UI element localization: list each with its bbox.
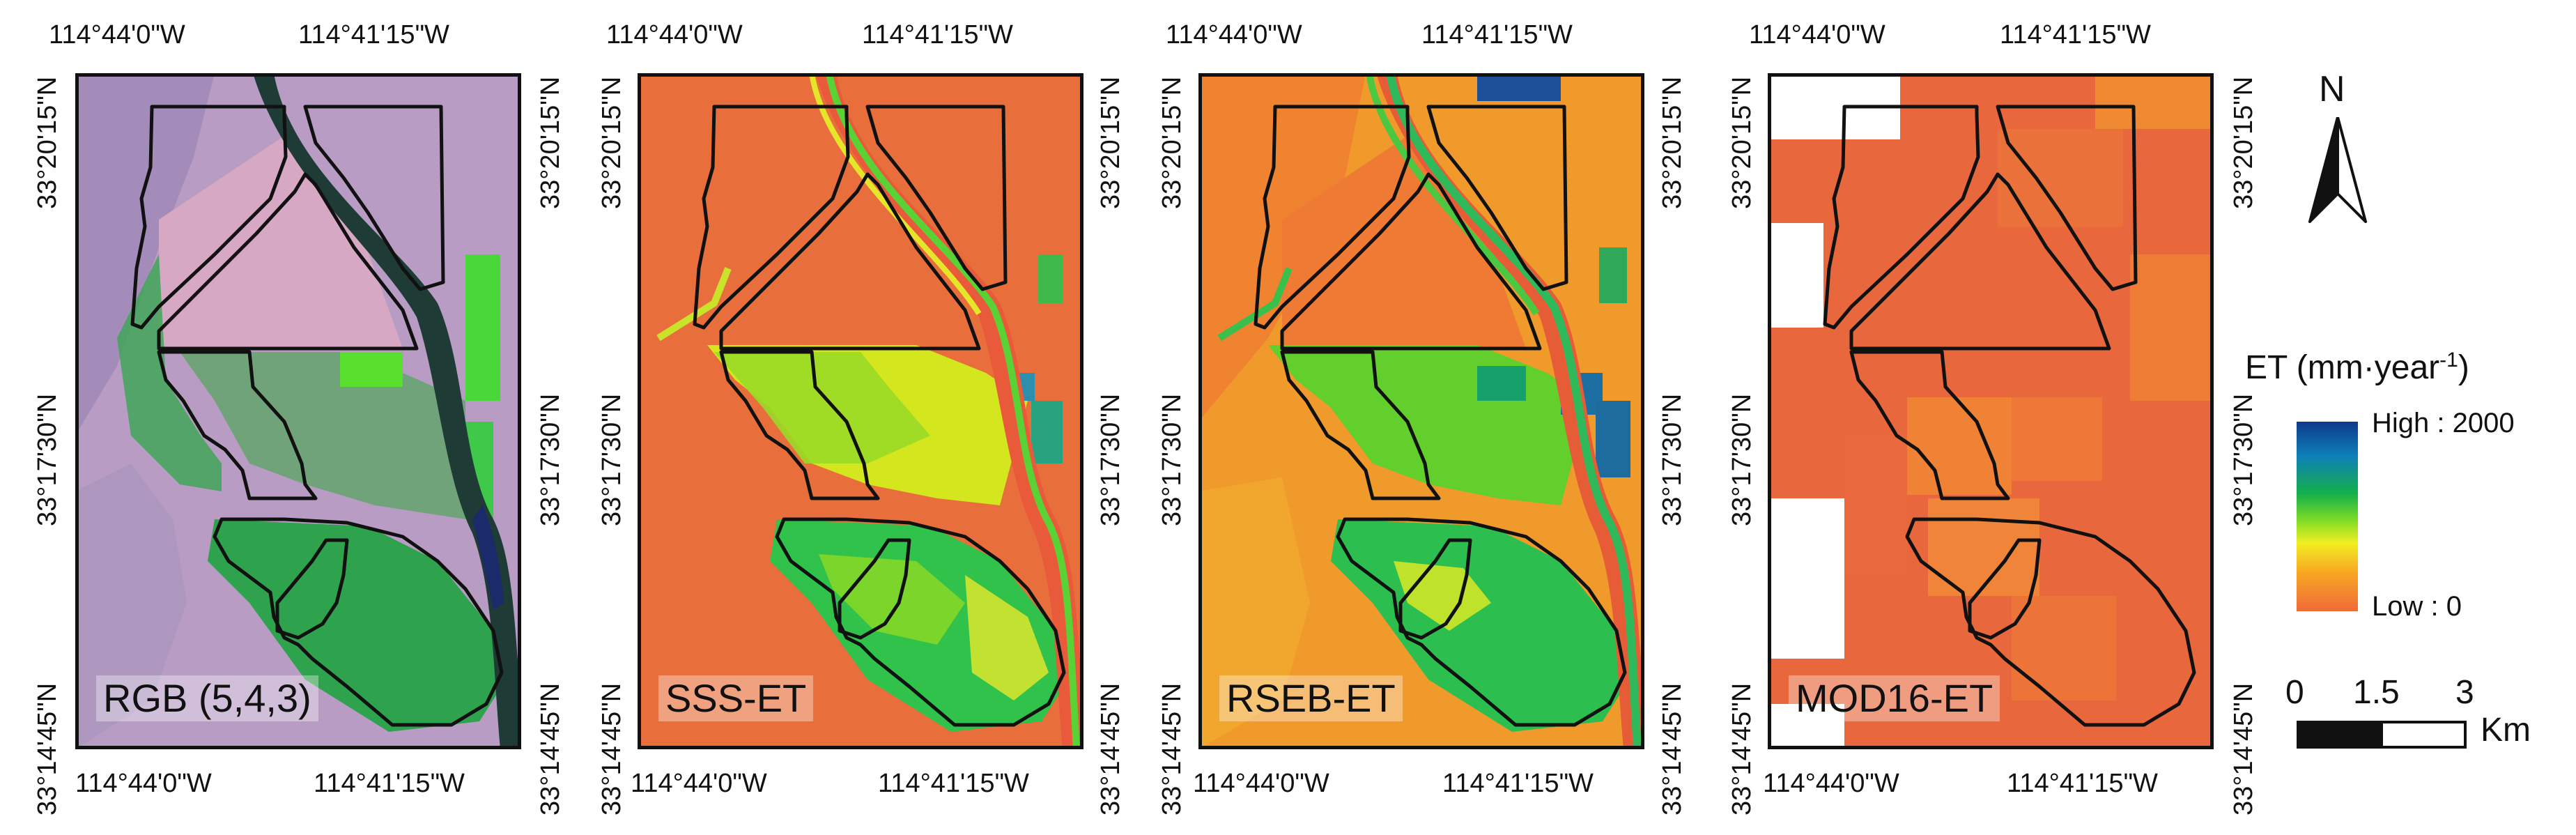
map-panel-mod16-et: MOD16-ET (1768, 73, 2214, 749)
lon-tick-top: 114°41'15"W (862, 20, 1013, 49)
lat-tick-left: 33°20'15"N (597, 76, 626, 209)
north-label: N (2319, 69, 2345, 109)
lat-tick-left: 33°14'45"N (597, 682, 626, 815)
lon-tick-bottom: 114°41'15"W (878, 769, 1029, 798)
lat-tick-left: 33°20'15"N (1157, 76, 1187, 209)
color-ramp (2297, 422, 2358, 611)
scale-label: 0 (2285, 674, 2304, 711)
panel-label: RGB (5,4,3) (96, 675, 318, 721)
map-frame (638, 73, 1083, 749)
lon-tick-bottom: 114°44'0"W (1763, 769, 1899, 798)
scale-bar-light (2380, 721, 2467, 749)
lon-tick-top: 114°41'15"W (2000, 20, 2151, 49)
legend-high-label: High : 2000 (2372, 408, 2515, 438)
lon-tick-top: 114°44'0"W (606, 20, 743, 49)
lat-tick-right: 33°20'15"N (536, 76, 565, 209)
map-frame (1768, 73, 2214, 749)
map-panel-sss-et: SSS-ET (638, 73, 1083, 749)
lat-tick-left: 33°17'30"N (33, 393, 62, 526)
scale-bar-dark (2297, 721, 2383, 749)
north-arrow-icon (2308, 117, 2367, 223)
lat-tick-right: 33°20'15"N (2229, 76, 2258, 209)
lat-tick-left: 33°17'30"N (597, 393, 626, 526)
scale-label: 3 (2455, 674, 2474, 711)
lat-tick-right: 33°17'30"N (536, 393, 565, 526)
panel-label: MOD16-ET (1789, 675, 2000, 721)
lat-tick-left: 33°14'45"N (1727, 682, 1757, 815)
lat-tick-right: 33°17'30"N (2229, 393, 2258, 526)
lat-tick-left: 33°14'45"N (33, 682, 62, 815)
rgb-map-image (75, 73, 521, 749)
lon-tick-bottom: 114°41'15"W (1442, 769, 1594, 798)
lat-tick-left: 33°14'45"N (1157, 682, 1187, 815)
panel-label: SSS-ET (658, 675, 814, 721)
lat-tick-left: 33°17'30"N (1727, 393, 1757, 526)
lat-tick-left: 33°20'15"N (33, 76, 62, 209)
map-frame (1198, 73, 1644, 749)
lon-tick-bottom: 114°41'15"W (314, 769, 465, 798)
map-panel-rseb-et: RSEB-ET (1198, 73, 1644, 749)
lon-tick-bottom: 114°44'0"W (1193, 769, 1329, 798)
lat-tick-right: 33°20'15"N (1096, 76, 1125, 209)
lon-tick-top: 114°44'0"W (1166, 20, 1302, 49)
lat-tick-right: 33°14'45"N (2229, 682, 2258, 815)
lat-tick-right: 33°14'45"N (1658, 682, 1687, 815)
lat-tick-right: 33°14'45"N (536, 682, 565, 815)
lat-tick-left: 33°17'30"N (1157, 393, 1187, 526)
mod16-et-map-image (1768, 73, 2214, 749)
lat-tick-left: 33°20'15"N (1727, 76, 1757, 209)
lon-tick-bottom: 114°44'0"W (75, 769, 212, 798)
map-frame (75, 73, 521, 749)
legend-title: ET (mm·year-1) (2245, 348, 2469, 386)
panel-label: RSEB-ET (1219, 675, 1403, 721)
sss-et-map-image (638, 73, 1083, 749)
lat-tick-right: 33°20'15"N (1658, 76, 1687, 209)
lat-tick-right: 33°17'30"N (1658, 393, 1687, 526)
lon-tick-top: 114°44'0"W (1749, 20, 1885, 49)
legend-low-label: Low : 0 (2372, 591, 2462, 622)
lat-tick-right: 33°17'30"N (1096, 393, 1125, 526)
lon-tick-top: 114°41'15"W (1421, 20, 1573, 49)
scale-label: 1.5 (2353, 674, 2400, 711)
rseb-et-map-image (1198, 73, 1644, 749)
lat-tick-right: 33°14'45"N (1096, 682, 1125, 815)
lon-tick-top: 114°41'15"W (298, 20, 449, 49)
lon-tick-bottom: 114°41'15"W (2007, 769, 2158, 798)
lon-tick-top: 114°44'0"W (49, 20, 185, 49)
lon-tick-bottom: 114°44'0"W (631, 769, 767, 798)
scale-unit: Km (2481, 712, 2531, 749)
map-panel-rgb: RGB (5,4,3) (75, 73, 521, 749)
